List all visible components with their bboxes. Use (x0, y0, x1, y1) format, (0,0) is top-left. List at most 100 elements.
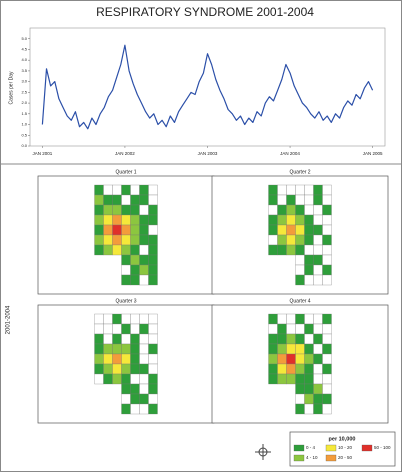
x-tick-label: JAN 2004 (280, 151, 300, 156)
county-cell (313, 313, 323, 325)
county-cell (295, 373, 305, 385)
county-cell (313, 383, 323, 395)
county-cell (103, 353, 113, 365)
county-cell (322, 343, 332, 355)
county-cell (322, 184, 332, 196)
county-cell (139, 194, 149, 206)
county-cell (322, 264, 332, 276)
county-cell (295, 383, 305, 395)
county-cell (148, 403, 158, 415)
county-cell (277, 353, 287, 365)
county-cell (103, 204, 113, 216)
county-cell (322, 403, 332, 415)
county-cell (103, 343, 113, 355)
county-cell (322, 194, 332, 206)
county-cell (130, 244, 140, 256)
county-cell (295, 204, 305, 216)
county-cell (112, 224, 122, 236)
county-cell (268, 323, 278, 335)
legend-swatch (293, 454, 305, 462)
y-tick-label: 3.0 (21, 79, 27, 84)
county-cell (121, 373, 131, 385)
county-cell (139, 393, 149, 405)
county-cell (139, 254, 149, 266)
county-cell (121, 343, 131, 355)
county-cell (112, 313, 122, 325)
county-cell (313, 274, 323, 286)
county-cell (139, 363, 149, 375)
county-cell (277, 204, 287, 216)
county-cell (139, 204, 149, 216)
county-cell (103, 194, 113, 206)
county-cell (295, 323, 305, 335)
y-axis-label: Cases per Day (8, 71, 14, 105)
data-line (41, 44, 374, 130)
county-cell (121, 214, 131, 226)
county-cell (103, 333, 113, 345)
county-cell (94, 234, 104, 246)
county-cell (121, 184, 131, 196)
county-cell (103, 373, 113, 385)
map-title: Quarter 2 (289, 169, 310, 175)
county-cell (322, 313, 332, 325)
county-cell (103, 234, 113, 246)
county-cell (103, 313, 113, 325)
county-cell (277, 234, 287, 246)
county-cell (148, 254, 158, 266)
county-cell (94, 363, 104, 375)
county-cell (313, 373, 323, 385)
chart-title: RESPIRATORY SYNDROME 2001-2004 (96, 5, 314, 19)
county-cell (304, 224, 314, 236)
y-tick-label: 5.0 (21, 36, 27, 41)
county-cell (286, 313, 296, 325)
y-tick-label: 2.0 (21, 100, 27, 105)
county-cell (130, 403, 140, 415)
map-title: Quarter 1 (115, 169, 136, 175)
county-cell (295, 184, 305, 196)
county-cell (139, 274, 149, 286)
county-cell (295, 254, 305, 266)
county-cell (268, 194, 278, 206)
county-cell (121, 274, 131, 286)
county-cell (112, 323, 122, 335)
county-cell (112, 353, 122, 365)
county-cell (268, 224, 278, 236)
county-cell (121, 383, 131, 395)
compass (255, 444, 271, 460)
legend-label: 4 - 10 (306, 455, 318, 460)
county-cell (268, 244, 278, 256)
county-cell (304, 254, 314, 266)
county-cell (103, 214, 113, 226)
county-cell (304, 214, 314, 226)
county-cell (286, 363, 296, 375)
county-cell (112, 244, 122, 256)
legend-label: 20 - 50 (338, 455, 353, 460)
county-cell (313, 333, 323, 345)
county-cell (322, 333, 332, 345)
county-cell (148, 323, 158, 335)
y-tick-label: 4.5 (21, 47, 27, 52)
county-cell (322, 254, 332, 266)
county-cell (130, 353, 140, 365)
legend-swatch (325, 454, 337, 462)
county-cell (322, 373, 332, 385)
county-cell (148, 373, 158, 385)
county-cell (121, 254, 131, 266)
county-cell (130, 214, 140, 226)
county-cell (277, 184, 287, 196)
county-cell (94, 373, 104, 385)
county-cell (322, 204, 332, 216)
county-cell (103, 184, 113, 196)
county-cell (121, 403, 131, 415)
county-cell (94, 333, 104, 345)
county-cell (295, 264, 305, 276)
county-cell (121, 244, 131, 256)
county-cell (304, 194, 314, 206)
county-cell (139, 224, 149, 236)
y-tick-label: 0.5 (21, 132, 27, 137)
county-cell (322, 323, 332, 335)
county-cell (304, 343, 314, 355)
y-tick-label: 0.0 (21, 143, 27, 148)
county-cell (277, 224, 287, 236)
